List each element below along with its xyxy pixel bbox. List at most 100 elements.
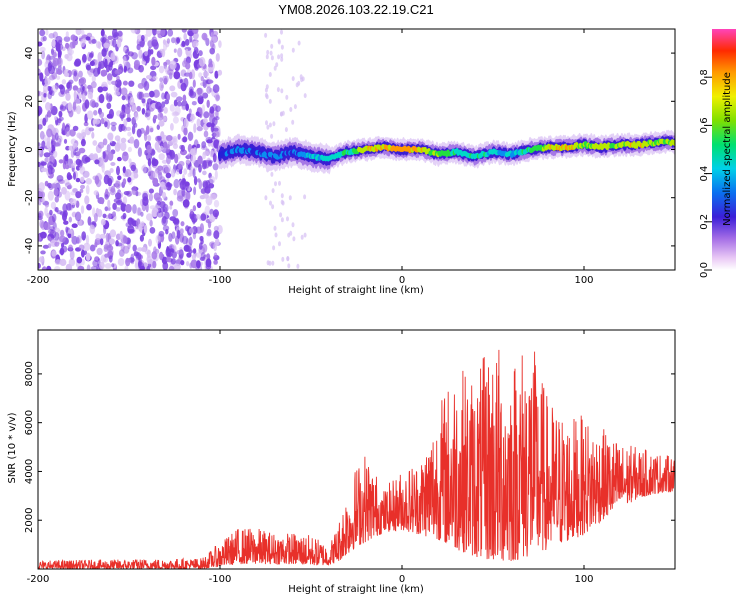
noise-speckle [104,263,112,269]
noise-speckle [60,104,64,110]
noise-speckle [197,155,203,165]
noise-speckle [185,48,189,56]
noise-speckle [215,94,221,101]
noise-speckle [128,158,132,165]
noise-speckle [38,199,42,206]
noise-speckle [73,60,81,67]
noise-speckle [181,235,188,245]
noise-speckle [264,87,268,93]
noise-speckle [210,193,217,201]
noise-speckle [151,56,156,66]
colorbar-ticks: 0.0 0.2 0.4 0.6 0.8 [699,69,712,278]
noise-speckle [196,260,201,269]
noise-speckle [192,205,197,212]
noise-speckle [65,164,70,170]
noise-speckle [167,29,174,37]
noise-speckle [85,178,93,185]
noise-speckle [181,40,186,47]
noise-speckle [65,263,73,270]
noise-speckle [99,233,106,239]
noise-speckle [191,101,197,106]
noise-speckle [122,178,127,186]
noise-speckle [269,200,272,206]
noise-speckle [280,44,284,50]
noise-speckle [171,111,179,117]
noise-speckle [103,244,110,250]
noise-speckle [89,60,95,66]
noise-speckle [173,188,178,196]
noise-speckle [201,32,208,41]
noise-speckle [71,223,78,228]
noise-speckle [152,177,159,186]
noise-speckle [189,35,193,43]
noise-speckle [193,186,197,196]
noise-speckle [143,81,150,91]
noise-speckle [75,158,82,166]
noise-speckle [125,93,129,101]
noise-speckle [72,39,76,49]
noise-speckle [82,53,87,63]
noise-speckle [208,79,213,84]
noise-speckle [212,36,218,44]
noise-speckle [303,232,307,238]
noise-speckle [218,40,222,48]
noise-speckle [60,85,66,95]
noise-speckle [54,241,60,247]
noise-speckle [292,236,296,242]
noise-speckle [146,213,153,221]
noise-speckle [137,147,142,158]
noise-speckle [90,81,97,89]
noise-speckle [182,199,190,208]
noise-speckle [273,65,277,71]
noise-speckle [264,32,268,38]
noise-speckle [116,39,122,48]
noise-speckle [141,246,147,252]
noise-speckle [202,79,207,88]
noise-speckle [197,95,204,105]
noise-speckle [212,84,220,94]
noise-speckle [198,242,203,250]
noise-speckle [59,258,67,266]
noise-speckle [141,108,146,115]
noise-speckle [63,220,69,225]
noise-speckle [291,119,295,125]
noise-speckle [185,191,191,201]
noise-speckle [132,204,137,214]
snr-ylabel: SNR (10 * v/v) [7,412,18,483]
noise-speckle [146,144,152,155]
noise-speckle [91,131,95,139]
noise-speckle [173,71,181,80]
noise-speckle [42,244,50,249]
noise-speckle [54,259,62,266]
noise-speckle [159,77,163,82]
noise-speckle [130,164,136,172]
noise-speckle [281,256,285,262]
noise-speckle [83,90,88,96]
noise-speckle [87,57,92,62]
noise-speckle [97,52,103,62]
noise-speckle [124,265,129,270]
noise-speckle [84,195,90,205]
noise-speckle [195,213,201,220]
noise-speckle [59,247,65,256]
noise-speckle [303,194,307,200]
noise-speckle [70,198,77,206]
noise-speckle [213,130,220,138]
noise-speckle [47,236,52,241]
noise-speckle [56,175,64,182]
noise-speckle [206,99,210,108]
noise-speckle [123,235,128,244]
noise-speckle [130,29,138,34]
noise-speckle [157,112,164,121]
noise-speckle [180,221,185,227]
noise-speckle [163,61,168,66]
noise-speckle [131,124,136,135]
noise-speckle [160,29,166,37]
noise-speckle [214,70,219,79]
noise-speckle [61,79,67,85]
noise-speckle [100,198,105,205]
noise-speckle [82,170,90,178]
noise-speckle [50,201,57,210]
